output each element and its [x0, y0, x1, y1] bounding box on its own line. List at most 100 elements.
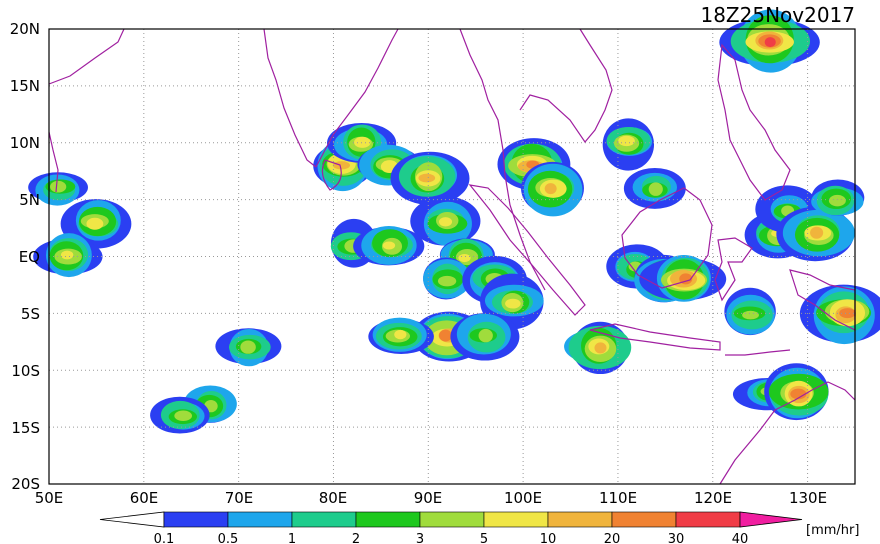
- rain-cell: [521, 161, 584, 217]
- rain-cell: [28, 172, 88, 206]
- colorbar-tick-label: 2: [352, 532, 360, 544]
- colorbar-swatch: [675, 511, 741, 528]
- lat-label: 5S: [21, 305, 40, 323]
- rain-cell: [811, 179, 865, 216]
- lon-label: 90E: [414, 489, 443, 507]
- coastline-philippines: [717, 43, 791, 201]
- colorbar-swatch: [419, 511, 485, 528]
- rain-cell: [639, 254, 727, 302]
- colorbar: 0.1 0.5 1 2 3 5 10 20 30 40: [99, 511, 803, 544]
- rain-contour: [418, 173, 436, 183]
- lon-label: 100E: [504, 489, 542, 507]
- coastlines: [48, 28, 856, 485]
- rain-contour: [382, 241, 396, 250]
- coastline-borneo: [621, 187, 713, 289]
- rain-cell: [450, 313, 520, 361]
- coastline-sulawesi: [714, 237, 753, 302]
- rain-contour: [544, 183, 557, 195]
- coastline-somalia: [48, 131, 59, 193]
- colorbar-tick-label: 0.5: [218, 532, 239, 544]
- rain-contour: [458, 253, 471, 263]
- colorbar-tick-label: 0.1: [154, 532, 175, 544]
- rain-contour: [810, 226, 824, 239]
- rain-cell: [719, 9, 820, 73]
- rain-contour: [618, 135, 635, 147]
- colorbar-tick-label: 30: [668, 532, 685, 544]
- colorbar-swatch: [739, 511, 803, 528]
- lat-label: 15N: [10, 77, 40, 95]
- coastline-india-east: [315, 28, 399, 168]
- rain-contour: [174, 410, 193, 422]
- colorbar-swatch: [291, 511, 357, 528]
- colorbar-unit: [mm/hr]: [806, 523, 859, 538]
- lat-label: EQ: [19, 248, 40, 266]
- colorbar-swatch: [163, 511, 229, 528]
- lat-label: 20N: [10, 20, 40, 38]
- rain-cell: [390, 151, 470, 205]
- rain-contour: [478, 328, 493, 343]
- rain-contour: [439, 329, 452, 342]
- rain-cell: [150, 396, 210, 434]
- lon-label: 70E: [225, 489, 254, 507]
- plot-border: [48, 28, 856, 485]
- lon-label: 110E: [599, 489, 637, 507]
- coastline-arabia: [48, 28, 125, 85]
- colorbar-tick-label: 20: [604, 532, 621, 544]
- rain-contour: [332, 161, 350, 170]
- colorbar-tick-label: 1: [288, 532, 296, 544]
- colorbar-tick-label: 3: [416, 532, 424, 544]
- lon-label: 120E: [694, 489, 732, 507]
- lat-label: 10N: [10, 134, 40, 152]
- coastline-srilanka: [321, 159, 342, 191]
- rain-contour: [354, 136, 371, 148]
- lon-label: 60E: [130, 489, 159, 507]
- rain-contour: [790, 388, 807, 400]
- rain-contour: [839, 308, 856, 319]
- rain-contour: [828, 194, 846, 207]
- rain-contour: [240, 340, 256, 354]
- rain-contour: [86, 217, 104, 230]
- rain-contour: [594, 342, 607, 354]
- coastline-australia: [719, 381, 856, 485]
- rain-cell: [776, 206, 855, 262]
- coastline-bengal: [459, 28, 546, 291]
- rain-contour: [50, 180, 67, 193]
- coastline-java: [589, 323, 721, 351]
- colorbar-swatch: [227, 511, 293, 528]
- rain-cell: [564, 321, 632, 375]
- coastline-india-west: [263, 28, 317, 168]
- coastline-lesser-sunda: [725, 349, 791, 356]
- rain-contour: [764, 37, 776, 48]
- lon-label: 80E: [319, 489, 348, 507]
- rain-layer: [28, 9, 880, 434]
- rain-contour: [394, 329, 407, 340]
- rain-contour: [60, 250, 74, 260]
- map-title: 18Z25Nov2017: [700, 3, 855, 27]
- lon-label: 130E: [789, 489, 827, 507]
- rain-cell: [602, 118, 655, 171]
- colorbar-tick-label: 10: [540, 532, 557, 544]
- lon-label: 50E: [35, 489, 64, 507]
- lat-label: 20S: [11, 475, 40, 493]
- rain-contour: [648, 182, 663, 196]
- coastline-indochina: [519, 28, 613, 143]
- rain-cell: [215, 328, 282, 367]
- colorbar-swatch: [99, 511, 165, 528]
- rain-cell: [623, 167, 686, 209]
- latitude-labels: 20N 15N 10N 5N EQ 5S 10S 15S 20S: [10, 20, 40, 493]
- rain-contour: [438, 217, 453, 227]
- rain-contour: [505, 298, 521, 309]
- longitude-labels: 50E 60E 70E 80E 90E 100E 110E 120E 130E: [35, 489, 827, 507]
- colorbar-swatch: [611, 511, 677, 528]
- colorbar-swatch: [355, 511, 421, 528]
- rain-cell: [368, 317, 434, 354]
- lat-label: 5N: [19, 191, 40, 209]
- rain-cell: [799, 284, 880, 345]
- rain-cell: [33, 233, 103, 278]
- rain-contour: [742, 310, 759, 320]
- rain-cell: [724, 287, 776, 336]
- rain-contour: [437, 275, 457, 287]
- colorbar-tick-label: 40: [732, 532, 749, 544]
- coastline-sumatra: [468, 184, 586, 316]
